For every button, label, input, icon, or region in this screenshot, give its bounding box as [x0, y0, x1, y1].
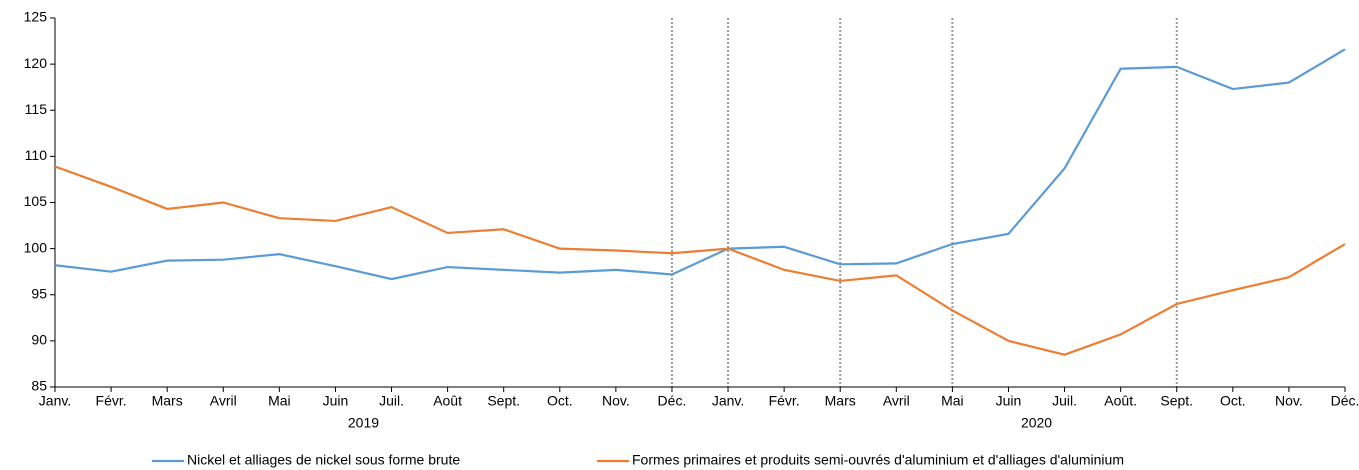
year-label: 2020	[1021, 415, 1052, 431]
legend-label: Formes primaires et produits semi-ouvrés…	[632, 452, 1124, 468]
y-tick-label: 120	[24, 55, 48, 71]
y-tick-label: 115	[25, 101, 48, 117]
x-tick-label: Janv.	[712, 393, 744, 409]
x-tick-label: Juil.	[379, 393, 404, 409]
x-tick-label: Sept.	[487, 393, 520, 409]
y-tick-label: 85	[31, 378, 47, 394]
x-tick-label: Nov.	[1275, 393, 1303, 409]
x-tick-label: Mars	[825, 393, 856, 409]
y-tick-label: 110	[25, 147, 48, 163]
year-label: 2019	[348, 415, 379, 431]
x-tick-label: Déc.	[1331, 393, 1359, 409]
x-tick-label: Janv.	[39, 393, 71, 409]
x-tick-label: Avril	[210, 393, 237, 409]
series-line	[54, 165, 1346, 356]
x-tick-label: Févr.	[769, 393, 800, 409]
y-tick-label: 105	[24, 193, 48, 209]
y-tick-label: 95	[31, 285, 47, 301]
x-tick-label: Oct.	[547, 393, 573, 409]
x-tick-label: Juil.	[1052, 393, 1077, 409]
x-tick-label: Mai	[268, 393, 291, 409]
series-line	[54, 48, 1346, 281]
x-tick-label: Févr.	[96, 393, 127, 409]
x-tick-label: Déc.	[658, 393, 687, 409]
x-tick-label: Juin	[996, 393, 1022, 409]
x-tick-label: Août	[433, 393, 462, 409]
legend-label: Nickel et alliages de nickel sous forme …	[187, 452, 460, 468]
x-tick-label: Mai	[941, 393, 964, 409]
y-tick-label: 90	[31, 332, 47, 348]
x-tick-label: Nov.	[602, 393, 630, 409]
x-tick-label: Mars	[152, 393, 183, 409]
y-tick-label: 100	[24, 239, 48, 255]
x-tick-label: Oct.	[1220, 393, 1246, 409]
x-tick-label: Août.	[1104, 393, 1137, 409]
x-tick-label: Sept.	[1160, 393, 1193, 409]
x-tick-label: Avril	[883, 393, 910, 409]
y-tick-label: 125	[24, 9, 48, 25]
x-tick-label: Juin	[323, 393, 349, 409]
